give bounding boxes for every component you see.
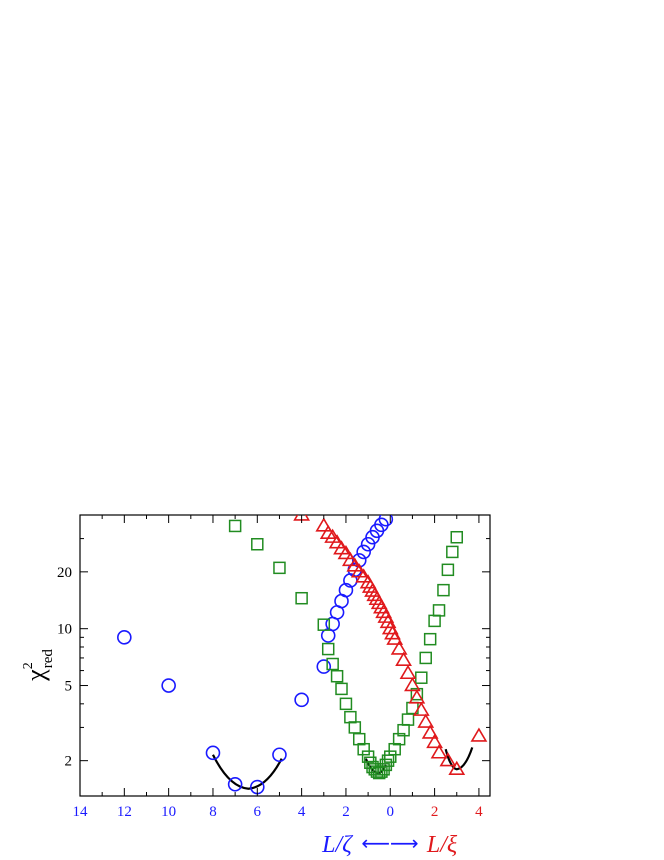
square-point: [375, 765, 388, 778]
y-axis-subscript: red: [40, 649, 56, 669]
square-point: [321, 642, 335, 656]
square-point: [364, 756, 377, 769]
square-point: [352, 732, 366, 746]
triangle-point: [390, 640, 408, 655]
square-point: [344, 710, 357, 724]
circle-point: [272, 747, 287, 763]
x-axis-label-left: L/ζ: [321, 832, 354, 858]
square-point: [423, 632, 437, 646]
triangle-point: [386, 630, 404, 645]
square-point: [415, 671, 428, 684]
square-point: [388, 742, 401, 756]
y-tick-label: 5: [65, 679, 73, 695]
triangle-point: [470, 727, 488, 742]
triangle-point: [384, 625, 401, 640]
triangle-point: [328, 534, 346, 549]
plot-frame: [79, 514, 491, 797]
triangle-point: [430, 744, 448, 759]
x-left-tick-label: 2: [342, 804, 350, 820]
circle-point: [294, 692, 309, 708]
x-left-tick-label: 10: [161, 804, 176, 820]
x-center-tick-label: 0: [387, 804, 395, 820]
triangle-point: [426, 733, 443, 749]
x-left-tick-label: 4: [298, 804, 306, 820]
circle-point: [161, 678, 176, 693]
square-point: [441, 563, 455, 577]
x-right-tick-label: 2: [431, 804, 439, 820]
fit-curve: [211, 754, 283, 790]
x-left-tick-label: 8: [209, 804, 217, 820]
plot-frame-group: [79, 514, 491, 797]
x-left-tick-label: 12: [117, 804, 132, 820]
square-point: [273, 561, 286, 575]
y-axis-label: χ2 red: [21, 649, 56, 682]
circle-point: [227, 776, 243, 792]
circle-point: [338, 582, 354, 598]
square-point: [419, 651, 432, 665]
circle-point: [360, 536, 376, 552]
fit-curve: [444, 747, 474, 771]
square-point: [450, 530, 464, 544]
x-left-tick-label: 14: [73, 804, 89, 820]
square-point: [348, 721, 362, 734]
square-point: [437, 583, 450, 597]
triangle-point: [395, 651, 412, 667]
square-point: [379, 758, 393, 772]
square-point: [381, 754, 395, 767]
y-axis-symbol: χ: [21, 669, 50, 682]
triangle-point: [412, 701, 430, 716]
square-point: [446, 545, 459, 559]
square-point: [228, 519, 242, 533]
square-point: [432, 604, 446, 617]
square-point: [330, 669, 344, 683]
square-point: [377, 763, 390, 776]
square-point: [392, 732, 406, 746]
y-tick-label: 20: [57, 565, 72, 581]
circle-point: [316, 659, 332, 674]
square-point: [339, 697, 353, 711]
circle-point: [356, 544, 371, 560]
square-point: [410, 687, 424, 701]
square-point: [401, 713, 415, 726]
circle-point: [378, 515, 394, 527]
triangle-point: [448, 760, 466, 776]
square-point: [357, 742, 370, 756]
triangle-point: [399, 664, 417, 680]
square-point: [335, 682, 348, 696]
x-left-tick-label: 6: [254, 804, 262, 820]
square-point: [428, 614, 441, 628]
triangle-point: [379, 613, 397, 629]
square-point: [295, 591, 308, 605]
triangle-point: [337, 544, 355, 560]
square-point: [384, 750, 397, 763]
data-points: [117, 515, 488, 795]
triangle-point: [417, 713, 435, 728]
y-tick-label: 2: [65, 754, 73, 770]
triangle-point: [315, 517, 333, 532]
x-axis-arrow: ⟵⟶: [361, 831, 418, 855]
square-point: [372, 766, 386, 780]
circle-point: [205, 745, 221, 761]
square-point: [251, 538, 264, 551]
circle-point: [117, 630, 132, 645]
x-axis-label-right: L/ξ: [426, 832, 458, 858]
y-tick-label: 10: [57, 622, 72, 638]
x-right-tick-label: 4: [475, 804, 483, 820]
triangle-point: [439, 752, 457, 767]
y-axis-superscript: 2: [21, 662, 36, 669]
square-point: [326, 657, 339, 671]
triangle-point: [408, 689, 426, 704]
triangle-point: [404, 676, 421, 692]
triangle-point: [421, 724, 439, 739]
square-point: [317, 618, 331, 631]
